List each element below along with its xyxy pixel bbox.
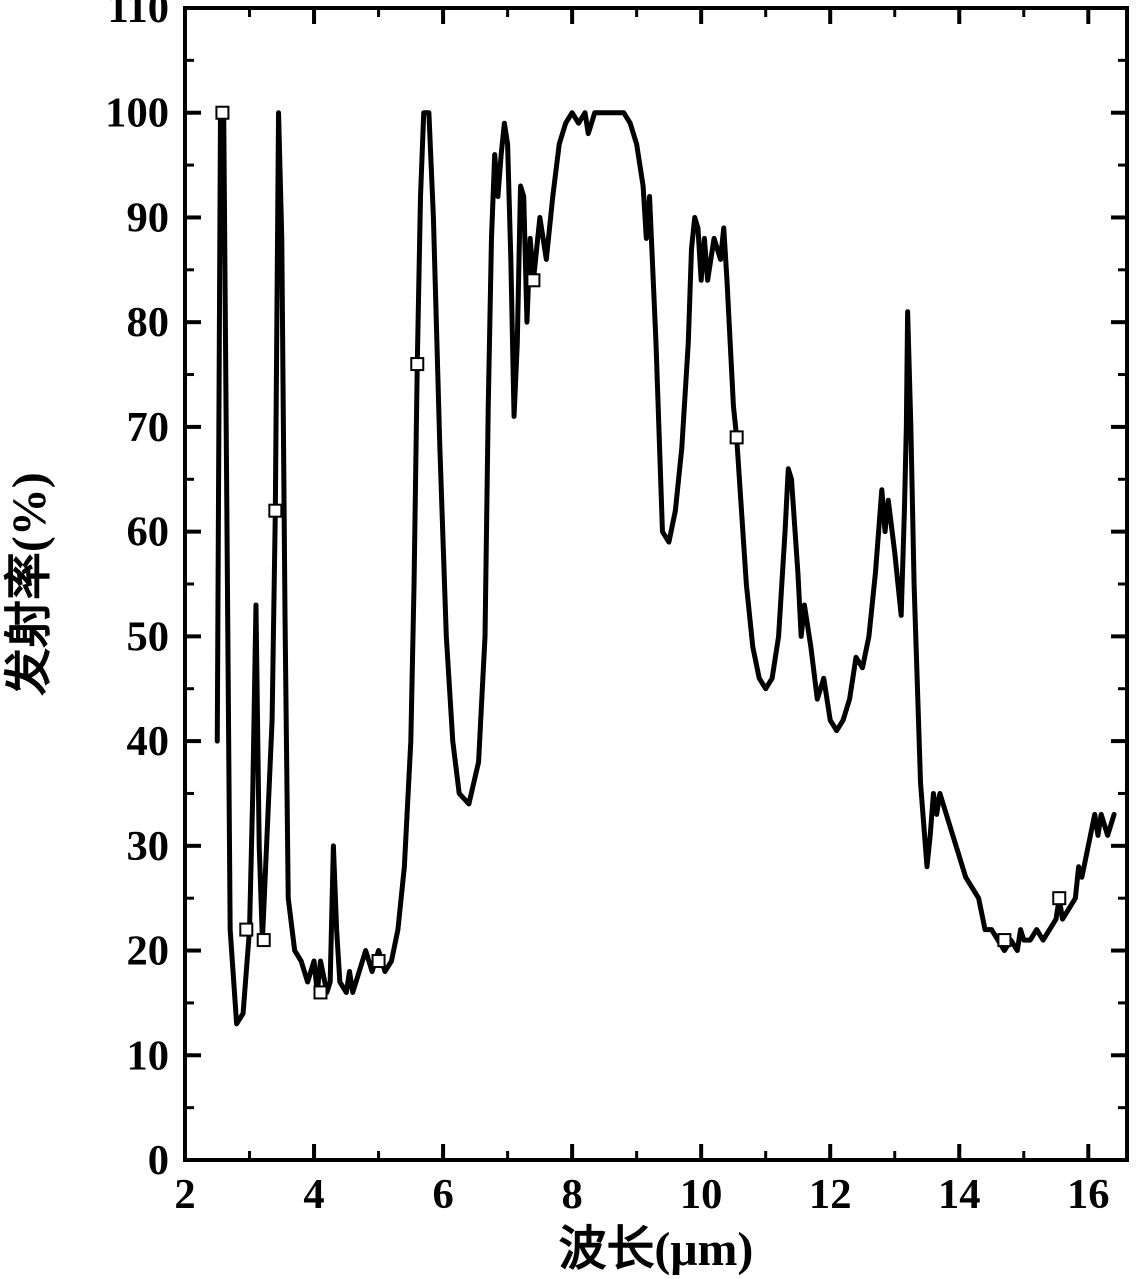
y-tick-label: 110 <box>108 0 169 32</box>
y-tick-label: 90 <box>126 194 169 241</box>
x-tick-label: 12 <box>809 1171 852 1218</box>
chart-svg: 2 4 6 8 10 12 14 16 0 10 20 30 40 50 60 70 80 90 100 110 波长(… <box>0 0 1141 1279</box>
y-tick-label: 10 <box>126 1032 169 1079</box>
y-tick-label: 100 <box>105 90 169 137</box>
data-marker <box>527 274 539 286</box>
data-marker <box>216 107 228 119</box>
data-marker <box>240 924 252 936</box>
y-axis-label: 发射率(%) <box>3 472 56 695</box>
x-tick-label: 16 <box>1067 1171 1110 1218</box>
emissivity-chart: 2 4 6 8 10 12 14 16 0 10 20 30 40 50 60 70 80 90 100 110 波长(… <box>0 0 1141 1279</box>
x-tick-label: 8 <box>561 1171 582 1218</box>
y-tick-label: 70 <box>126 404 169 451</box>
y-tick-label: 40 <box>126 718 169 765</box>
x-tick-label: 14 <box>938 1171 981 1218</box>
data-marker <box>269 505 281 517</box>
x-tick-label: 6 <box>432 1171 453 1218</box>
y-tick-label: 30 <box>126 823 169 870</box>
data-marker <box>258 934 270 946</box>
x-axis-label: 波长(μm) <box>559 1223 754 1276</box>
x-tick-label: 2 <box>174 1171 195 1218</box>
y-tick-label: 80 <box>126 299 169 346</box>
data-marker <box>1053 892 1065 904</box>
data-marker <box>731 431 743 443</box>
y-tick-label: 0 <box>148 1137 169 1184</box>
x-tick-label: 10 <box>680 1171 723 1218</box>
y-tick-label: 50 <box>126 613 169 660</box>
data-marker <box>411 358 423 370</box>
data-marker <box>373 955 385 967</box>
x-tick-label: 4 <box>303 1171 324 1218</box>
data-marker <box>998 934 1010 946</box>
y-tick-label: 60 <box>126 509 169 556</box>
data-marker <box>314 986 326 998</box>
y-tick-label: 20 <box>126 928 169 975</box>
